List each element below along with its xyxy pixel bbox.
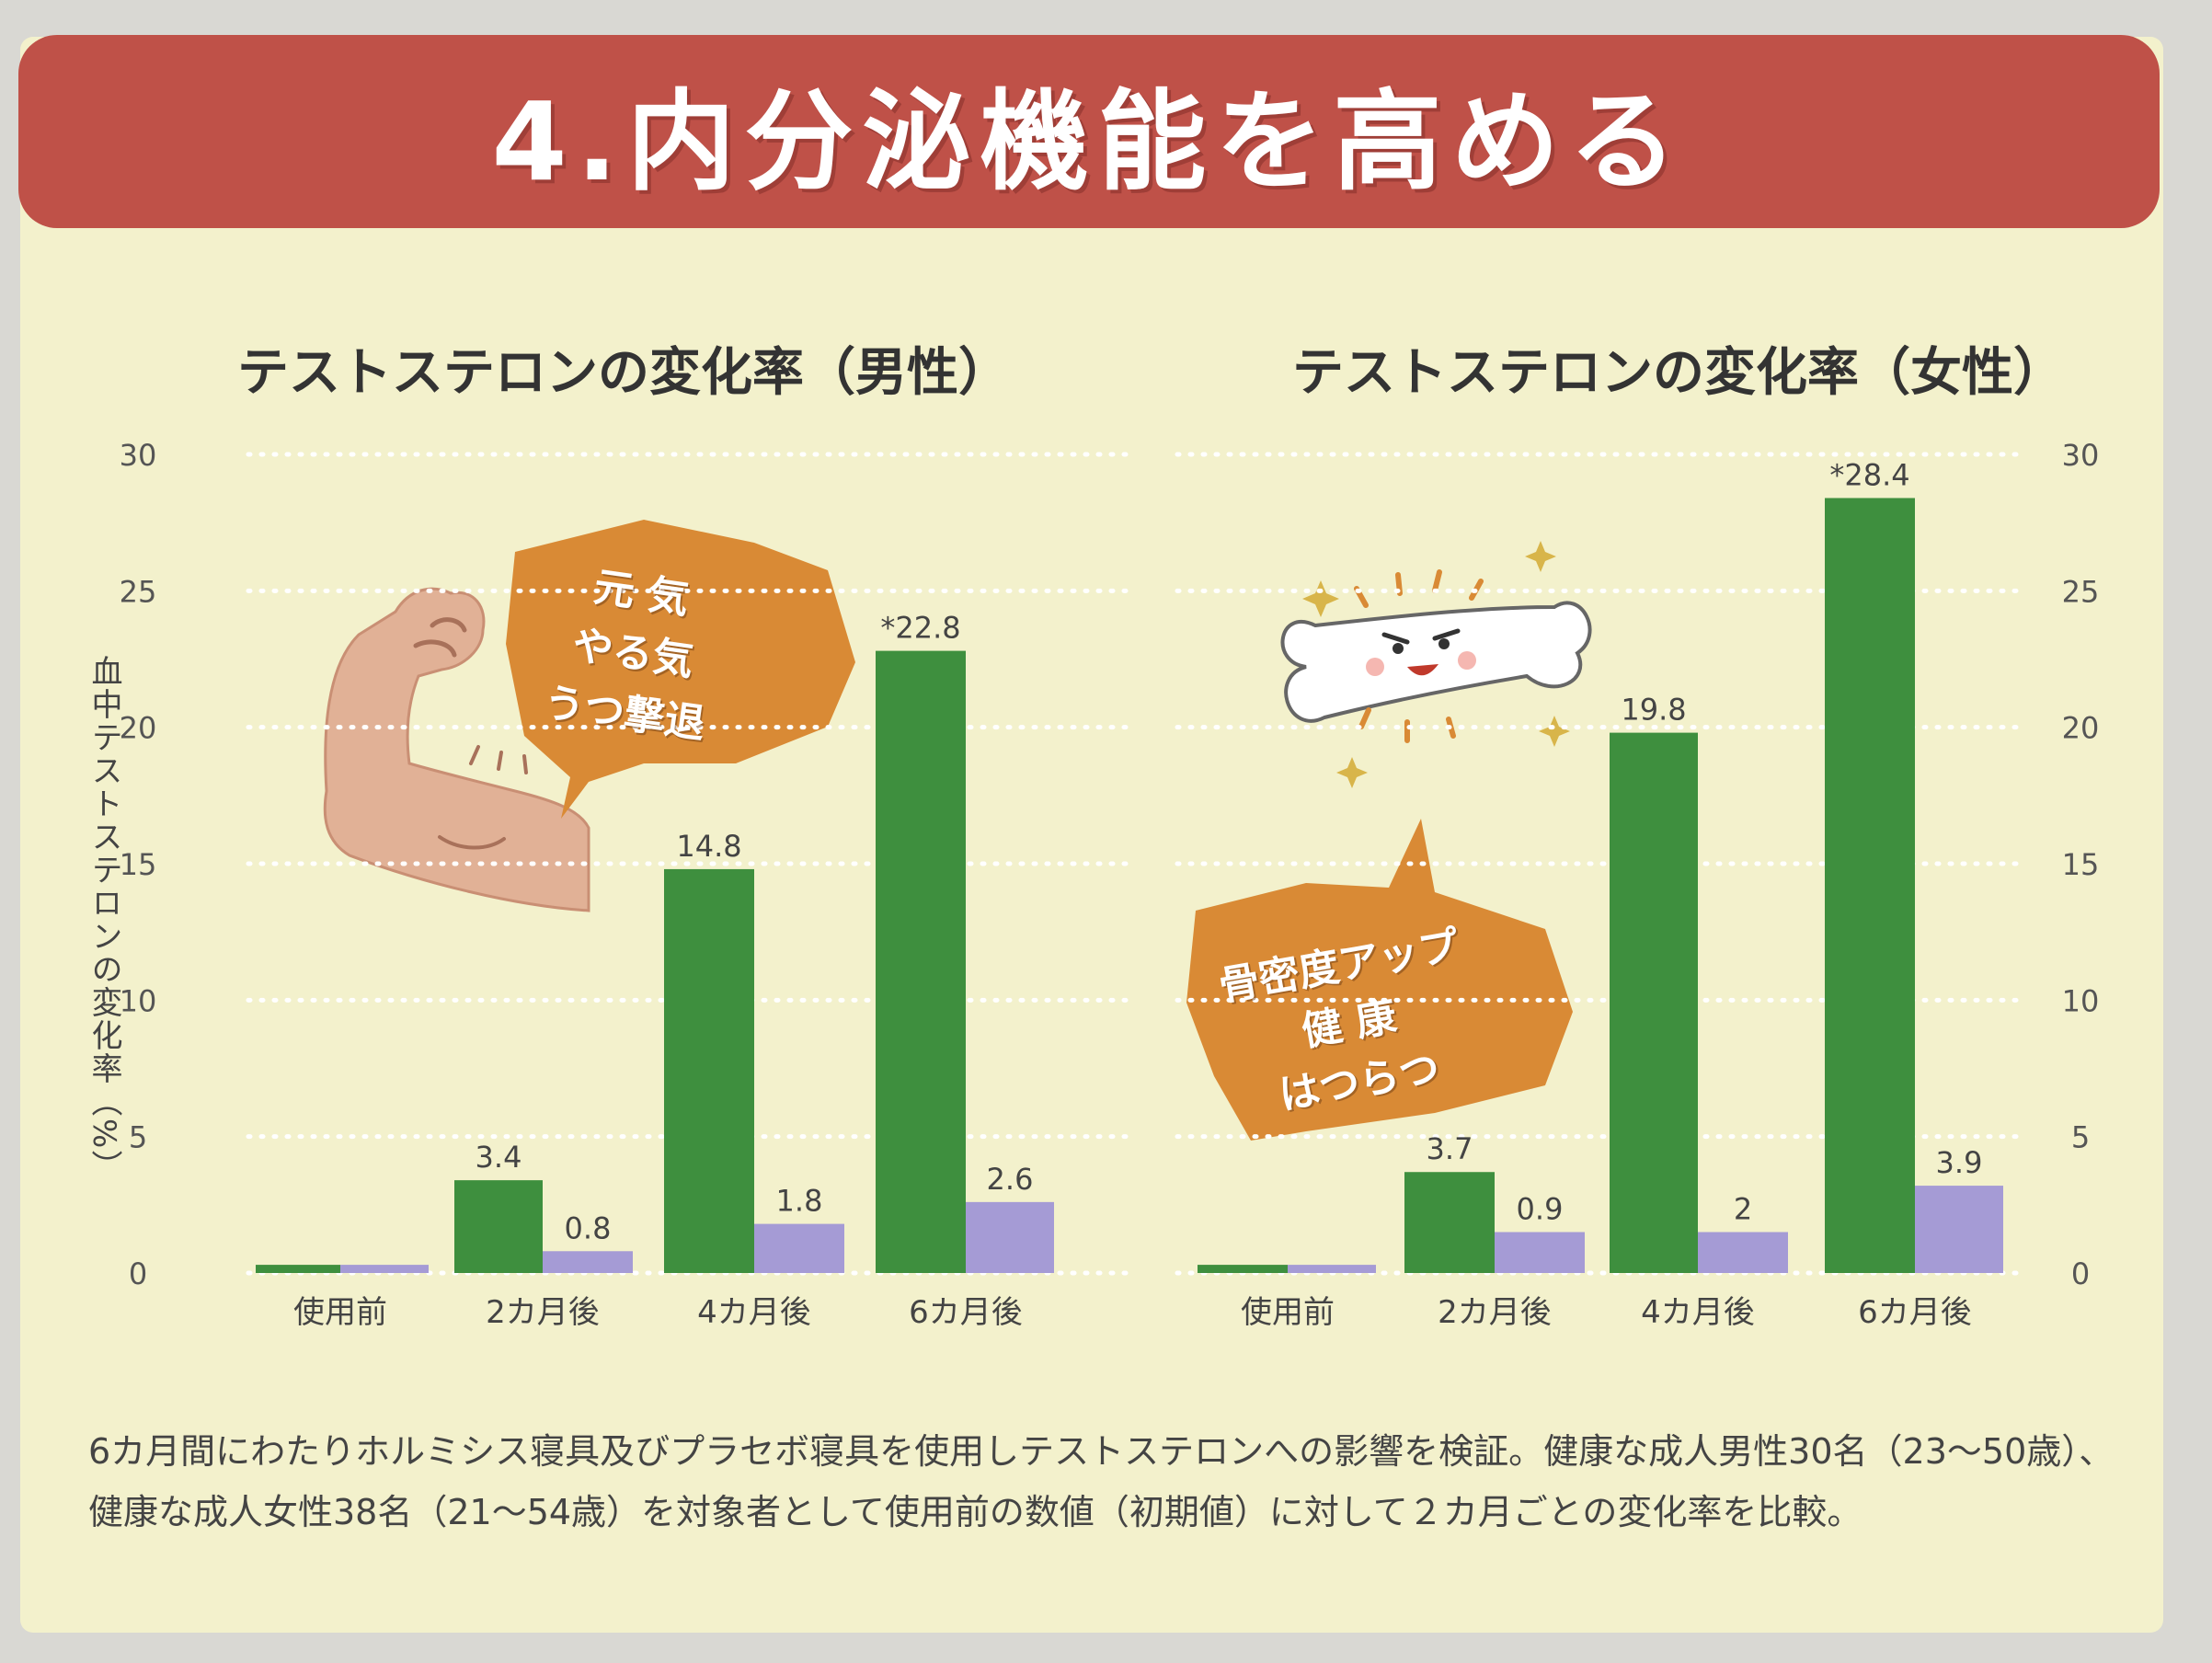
- bar-purple: [340, 1265, 429, 1273]
- flexed-arm-icon: [323, 587, 590, 912]
- bar-green: [1198, 1265, 1288, 1273]
- x-category-label: 6カ月後: [909, 1294, 1023, 1331]
- bar-purple: [1288, 1265, 1376, 1273]
- bar-purple: [1495, 1232, 1585, 1273]
- bar-green: [876, 650, 966, 1273]
- data-label-green: *28.4: [1829, 457, 1909, 492]
- bar-purple: [754, 1223, 844, 1273]
- data-label-purple: 3.9: [1936, 1145, 1983, 1180]
- y-tick-label: 30: [2062, 438, 2100, 473]
- callout-right-bubble: [1186, 819, 1573, 1141]
- data-label-green: *22.8: [880, 611, 960, 646]
- y-tick-label: 25: [2062, 574, 2100, 609]
- x-category-label: 使用前: [293, 1294, 387, 1331]
- smiling-bone-icon: [1280, 541, 1592, 788]
- y-tick-label: 10: [2062, 983, 2100, 1018]
- bar-purple: [543, 1251, 633, 1273]
- bar-green: [1404, 1172, 1495, 1273]
- data-label-purple: 0.9: [1517, 1192, 1564, 1227]
- chart-title-female: テストステロンの変化率（女性）: [1292, 343, 2065, 403]
- y-tick-label: 10: [120, 983, 157, 1018]
- y-tick-label: 15: [120, 847, 157, 882]
- data-label-green: 3.4: [476, 1140, 522, 1175]
- bar-purple: [1915, 1186, 2003, 1273]
- y-tick-label: 20: [2062, 711, 2100, 746]
- bar-purple: [966, 1201, 1054, 1273]
- data-label-green: 3.7: [1427, 1131, 1473, 1166]
- data-label-purple: 0.8: [565, 1210, 612, 1245]
- y-tick-label: 5: [2071, 1120, 2090, 1155]
- bar-green: [664, 868, 754, 1273]
- page-title: 4.内分泌機能を高める: [491, 77, 1687, 205]
- y-axis-label: 血中テストステロンの変化率（%）: [86, 655, 122, 1184]
- data-label-purple: 1.8: [776, 1184, 823, 1219]
- callout-left-text: 元 気 やる気 うつ撃退: [540, 553, 726, 756]
- x-category-label: 使用前: [1241, 1294, 1335, 1331]
- y-tick-label: 0: [129, 1256, 147, 1291]
- footnote: 6カ月間にわたりホルミシス寝具及びプラセボ寝具を使用しテストステロンへの影響を検…: [88, 1431, 2115, 1532]
- data-label-purple: 2.6: [987, 1162, 1034, 1197]
- chart-title-male: テストステロンの変化率（男性）: [237, 343, 1010, 403]
- y-tick-label: 5: [129, 1120, 147, 1155]
- data-label-green: 19.8: [1621, 693, 1686, 728]
- x-category-label: 2カ月後: [1438, 1294, 1552, 1331]
- bar-green: [1610, 732, 1698, 1273]
- x-category-label: 4カ月後: [697, 1294, 811, 1331]
- chart-female: 0 5 10 15 20 25 30 使用前 3.7 0.9 2カ月後 19.8 2 4カ月後 *28.4 3…: [1175, 438, 2100, 1331]
- callout-left-bubble: [506, 520, 855, 819]
- y-tick-label: 25: [120, 574, 157, 609]
- data-label-green: 14.8: [676, 829, 741, 864]
- x-category-label: 6カ月後: [1858, 1294, 1972, 1331]
- y-tick-label: 20: [120, 711, 157, 746]
- y-tick-label: 30: [120, 438, 157, 473]
- chart-male: 0 5 10 15 20 25 30 使用前 3.4 0.8 2カ月後 14.8 1.8 4カ月後 *22.…: [120, 438, 1134, 1331]
- bar-purple: [1698, 1232, 1788, 1273]
- x-category-label: 4カ月後: [1641, 1294, 1755, 1331]
- y-tick-label: 15: [2062, 847, 2100, 882]
- header-banner: 4.内分泌機能を高める: [18, 35, 2160, 228]
- bar-green: [1825, 498, 1915, 1273]
- bar-green: [454, 1180, 543, 1273]
- bar-green: [256, 1265, 340, 1273]
- data-label-purple: 2: [1734, 1192, 1752, 1227]
- x-category-label: 2カ月後: [486, 1294, 600, 1331]
- y-tick-label: 0: [2071, 1256, 2090, 1291]
